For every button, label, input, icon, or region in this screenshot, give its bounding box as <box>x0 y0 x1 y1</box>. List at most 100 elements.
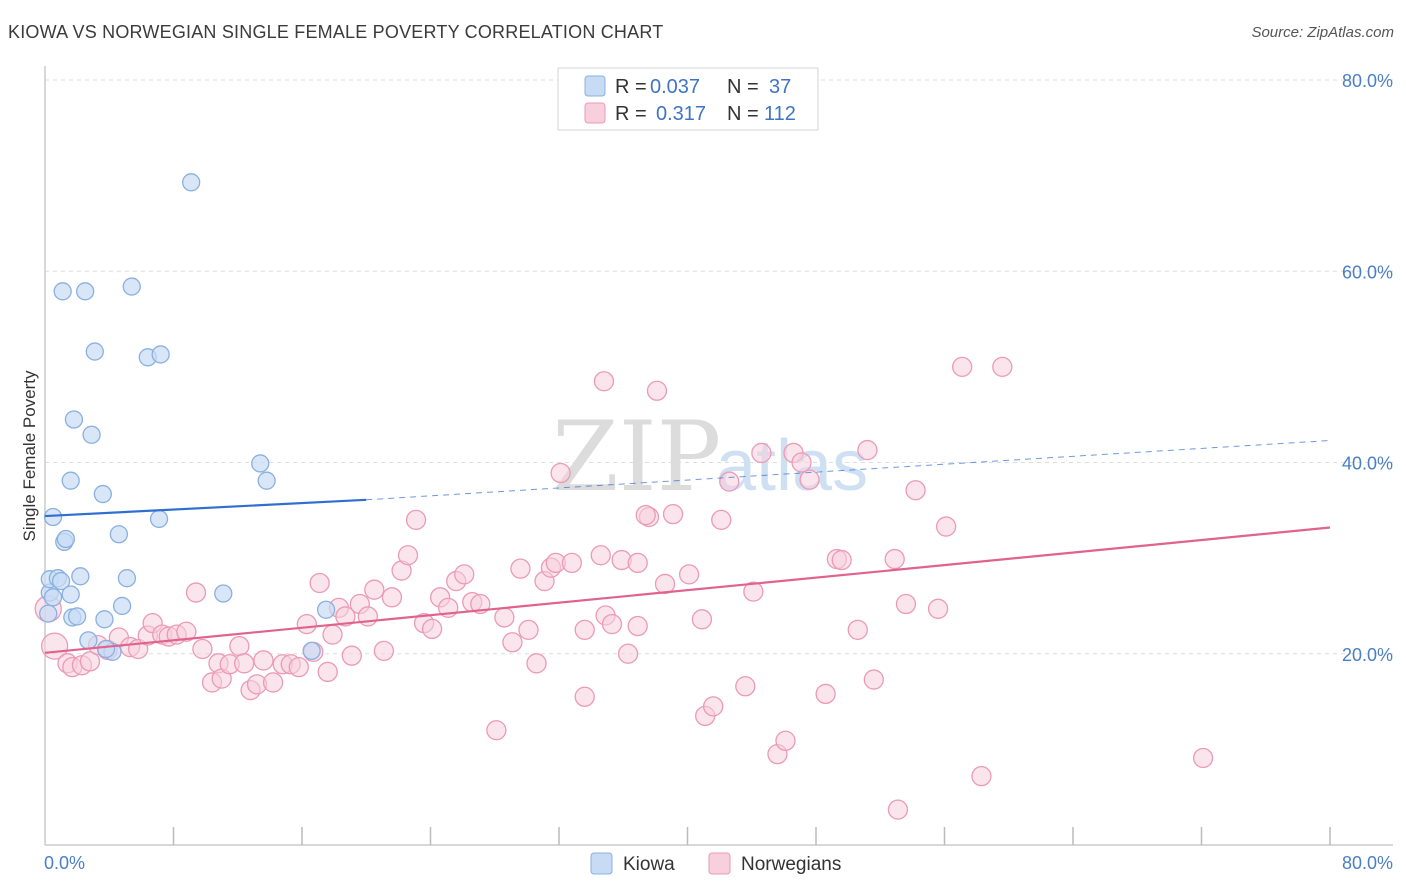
norwegians-point <box>192 638 213 660</box>
kiowa-point <box>117 569 137 588</box>
norwegians-point <box>635 504 656 526</box>
norwegians-point <box>799 469 820 490</box>
y-tick-labels: 20.0% 40.0% 60.0% 80.0% <box>1342 71 1393 665</box>
norwegians-point <box>550 462 571 484</box>
kiowa-point <box>67 607 87 626</box>
norwegians-point <box>262 672 284 693</box>
norwegians-point <box>887 799 909 820</box>
kiowa-trend-line <box>44 498 367 518</box>
y-tick-label: 20.0% <box>1342 645 1393 665</box>
norwegians-point <box>815 683 836 705</box>
y-tick-label: 40.0% <box>1342 454 1393 474</box>
norwegians-point <box>335 606 356 627</box>
kiowa-point <box>214 584 233 603</box>
norwegians-point <box>510 558 531 579</box>
norwegians-point <box>703 696 724 717</box>
norwegians-point <box>322 624 343 645</box>
norwegians-point <box>574 686 595 707</box>
norwegians-point <box>711 509 732 531</box>
norwegians-point <box>364 579 385 600</box>
norwegians-point <box>905 480 926 501</box>
norwegians-point <box>601 613 623 635</box>
bottom-legend-label-kiowa: Kiowa <box>623 854 675 875</box>
bottom-legend-swatch-norwegians <box>708 852 731 875</box>
norwegians-point <box>470 593 491 615</box>
y-axis-title: Single Female Poverty <box>20 370 39 542</box>
source-credit: Source: ZipAtlas.com <box>1251 24 1394 41</box>
kiowa-point <box>96 639 116 659</box>
kiowa-trend-extension <box>366 440 1331 501</box>
kiowa-point <box>85 342 104 361</box>
x-tick-label-max: 80.0% <box>1342 853 1393 873</box>
norwegians-point <box>593 371 615 392</box>
norwegians-point <box>646 380 668 401</box>
norwegians-point <box>229 635 250 657</box>
legend-swatch-norwegians <box>584 102 606 124</box>
kiowa-point <box>109 525 129 544</box>
norwegians-point <box>518 619 539 640</box>
norwegians-point <box>405 509 427 531</box>
norwegians-point <box>341 645 362 666</box>
norwegians-point <box>719 471 740 492</box>
kiowa-point <box>51 571 71 591</box>
norwegians-point <box>494 607 515 628</box>
norwegians-point <box>743 581 764 602</box>
trend-lines <box>44 440 1331 654</box>
norwegians-point <box>590 545 611 566</box>
norwegians-point <box>253 650 274 671</box>
norwegians-point <box>627 552 648 574</box>
norwegians-point <box>831 549 852 571</box>
legend-r-value-kiowa: 0.037 <box>650 76 700 98</box>
correlation-legend: R = 0.037 N = 37 R = 0.317 N = 112 <box>557 67 819 131</box>
norwegians-point <box>288 656 309 678</box>
kiowa-point <box>251 454 270 473</box>
norwegians-point <box>935 516 957 537</box>
kiowa-point <box>71 567 90 586</box>
x-tick-label-min: 0.0% <box>44 853 85 873</box>
norwegians-point <box>791 452 812 473</box>
kiowa-point <box>79 631 98 650</box>
norwegians-point <box>627 615 648 637</box>
norwegians-point <box>751 442 772 464</box>
norwegians-point <box>317 661 338 683</box>
kiowa-point <box>151 345 170 364</box>
kiowa-point <box>43 507 63 527</box>
norwegians-point <box>561 552 582 574</box>
norwegians-point <box>927 598 949 619</box>
watermark-zip: ZIP <box>552 401 721 513</box>
bottom-legend-label-norwegians: Norwegians <box>741 854 841 875</box>
norwegians-point <box>79 651 101 672</box>
norwegians-point <box>735 676 756 697</box>
grid-lines <box>45 79 1393 655</box>
norwegians-point <box>654 573 676 595</box>
y-tick-label: 60.0% <box>1342 262 1393 282</box>
watermark: ZIP atlas <box>552 401 868 513</box>
norwegians-point <box>421 618 443 640</box>
kiowa-point <box>112 596 132 616</box>
kiowa-point <box>302 641 321 661</box>
legend-r-label: R = <box>615 103 647 125</box>
chart-title: KIOWA VS NORWEGIAN SINGLE FEMALE POVERTY… <box>8 22 664 42</box>
kiowa-point <box>61 471 80 490</box>
norwegians-point <box>971 766 992 787</box>
norwegians-point <box>678 564 700 585</box>
bottom-legend-swatch-kiowa <box>590 852 613 875</box>
kiowa-point <box>182 173 201 192</box>
norwegians-point <box>857 439 878 461</box>
legend-n-label: N = <box>727 103 759 125</box>
norwegians-point <box>884 548 905 570</box>
series-legend: Kiowa Norwegians <box>590 852 841 875</box>
legend-n-value-kiowa: 37 <box>769 76 791 98</box>
axes <box>44 66 1393 846</box>
norwegians-point <box>1192 747 1214 769</box>
norwegians-point <box>617 643 639 664</box>
norwegians-point <box>863 669 884 690</box>
kiowa-point <box>76 282 95 301</box>
legend-r-label: R = <box>615 76 647 98</box>
norwegians-point <box>296 613 317 635</box>
kiowa-point <box>316 600 336 619</box>
norwegians-point <box>895 593 917 615</box>
kiowa-point <box>39 604 58 623</box>
kiowa-point <box>122 277 141 296</box>
